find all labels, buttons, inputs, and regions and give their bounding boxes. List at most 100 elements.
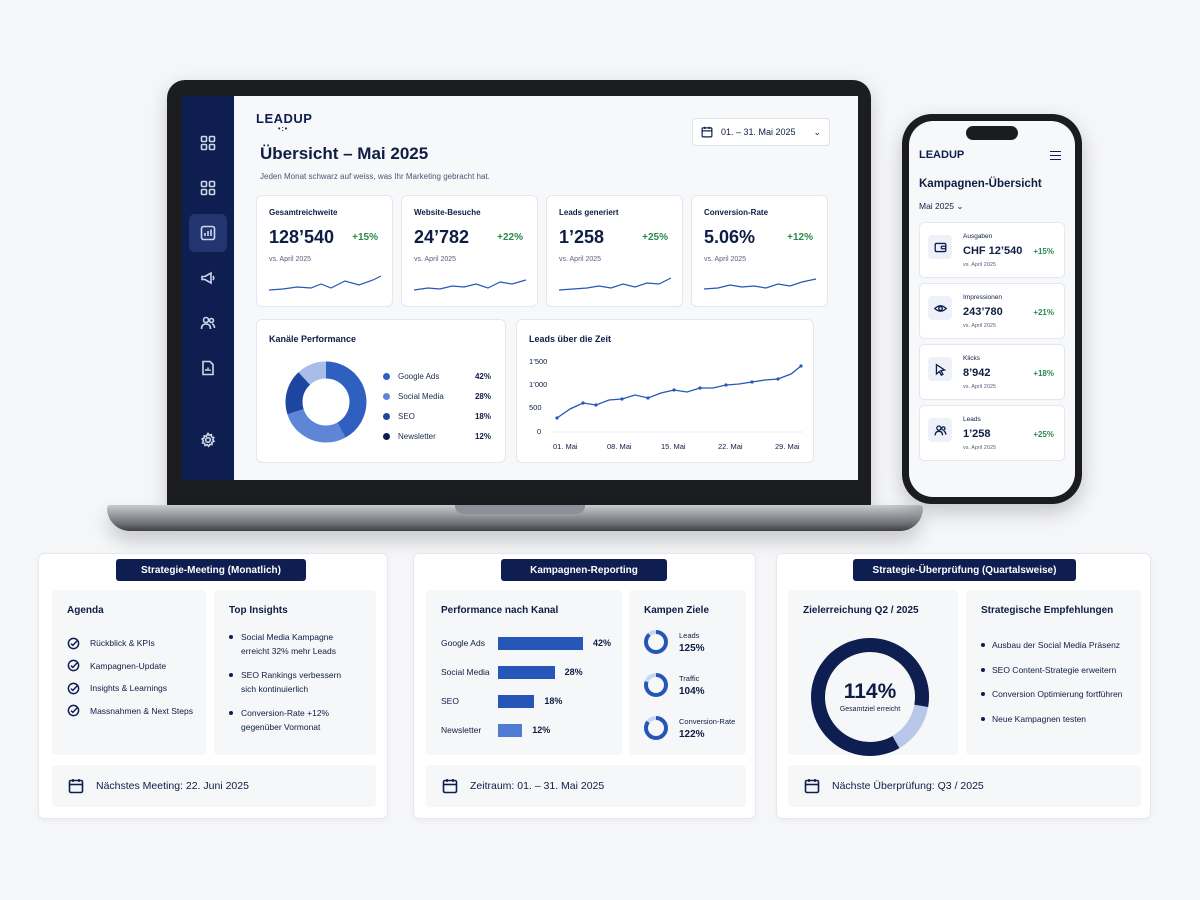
panel-title: Performance nach Kanal — [441, 605, 559, 616]
agenda-panel: Agenda Rückblick & KPIs Kampagnen-Update… — [52, 590, 206, 755]
sidebar-item-apps[interactable] — [189, 169, 227, 207]
legend-value: 18% — [474, 411, 491, 421]
kpi-value: 1’258 — [559, 227, 605, 247]
agenda-item: Insights & Learnings — [67, 677, 193, 700]
achievement-fill — [811, 638, 929, 756]
kpi-card[interactable]: Leads generiert 1’258 +25% vs. April 202… — [546, 195, 683, 307]
donut-slice — [285, 361, 367, 443]
footer-text: Nächstes Meeting: 22. Juni 2025 — [96, 780, 249, 792]
month-selector[interactable]: Mai 2025 ⌄ — [919, 201, 963, 212]
phone-logo: LEADUP — [919, 149, 965, 161]
laptop-main: LEADUP •:• 01. – 31. Mai 2025 ⌄ Übersich… — [234, 96, 858, 480]
performance-row: SEO 18% — [441, 693, 562, 709]
channel-performance-panel: Kanäle Performance Google Ads 42% Social … — [256, 319, 506, 463]
agenda-label: Insights & Learnings — [90, 683, 168, 694]
phone-kpi-compare: vs. April 2025 — [963, 262, 997, 268]
phone-kpi-delta: +25% — [1033, 430, 1054, 439]
goal-label: Leads — [679, 630, 700, 640]
card-badge: Strategie-Meeting (Monatlich) — [116, 559, 306, 581]
campaign-reporting-card: Kampagnen-Reporting Performance nach Kan… — [413, 553, 756, 819]
legend-label: Google Ads — [398, 371, 440, 381]
recommendation-item: SEO Content-Strategie erweitern — [981, 665, 1122, 690]
legend-dot — [383, 432, 390, 440]
grid-icon — [200, 180, 216, 196]
kpi-row: Gesamtreichweite 128’540 +15% vs. April … — [256, 195, 836, 307]
grid-icon — [200, 135, 216, 151]
leads-line — [556, 365, 802, 419]
kpi-value: 5.06% — [704, 227, 756, 247]
hamburger-menu-icon[interactable] — [1050, 151, 1061, 160]
bar-chart-icon — [200, 225, 216, 241]
sidebar-item-reports[interactable] — [189, 349, 227, 387]
y-tick-label: 0 — [537, 427, 541, 436]
x-tick-label: 22. Mai — [718, 442, 743, 451]
phone-kpi-card[interactable]: Klicks 8’942 vs. April 2025 +18% — [919, 344, 1065, 400]
phone-kpi-compare: vs. April 2025 — [963, 384, 997, 390]
phone-screen: LEADUP Kampagnen-Übersicht Mai 2025 ⌄ Au… — [909, 121, 1075, 497]
card-badge: Strategie-Überprüfung (Quartalsweise) — [853, 559, 1076, 581]
users-icon — [928, 418, 952, 442]
legend-item: Google Ads 42% — [383, 366, 491, 386]
kpi-delta: +15% — [352, 232, 378, 243]
goal-item: Traffic 104% — [643, 670, 705, 700]
x-tick-label: 08. Mai — [607, 442, 632, 451]
insight-item: Social Media Kampagne erreicht 32% mehr L… — [229, 630, 369, 658]
insights-list: Social Media Kampagne erreicht 32% mehr L… — [229, 630, 369, 744]
goal-ring-track — [644, 630, 668, 654]
kpi-card[interactable]: Website-Besuche 24’782 +22% vs. April 20… — [401, 195, 538, 307]
phone-kpi-card[interactable]: Ausgaben CHF 12’540 vs. April 2025 +15% — [919, 222, 1065, 278]
next-review-footer: Nächste Überprüfung: Q3 / 2025 — [788, 765, 1141, 807]
leads-line-chart: 1’500 1’000 500 0 01. Mai 08. Mai 15. Ma… — [529, 357, 803, 451]
performance-bar — [498, 723, 523, 737]
panel-title: Strategische Empfehlungen — [981, 605, 1114, 616]
performance-label: Social Media — [441, 667, 490, 677]
date-range-label: 01. – 31. Mai 2025 — [721, 127, 796, 137]
performance-value: 12% — [532, 725, 551, 735]
phone-kpi-card[interactable]: Impressionen 243’780 vs. April 2025 +21% — [919, 283, 1065, 339]
goal-label: Conversion-Rate — [679, 716, 736, 726]
legend-value: 42% — [474, 371, 491, 381]
performance-row: Social Media 28% — [441, 664, 583, 680]
phone-kpi-value: 243’780 — [963, 306, 1003, 318]
gear-icon — [200, 432, 216, 448]
date-range-picker[interactable]: 01. – 31. Mai 2025 ⌄ — [692, 118, 830, 146]
legend-label: Social Media — [398, 391, 444, 401]
legend-dot — [383, 372, 390, 380]
legend-label: Newsletter — [398, 431, 436, 441]
performance-row: Google Ads 42% — [441, 635, 611, 651]
panel-title: Kampen Ziele — [644, 605, 710, 616]
eye-icon — [928, 296, 952, 320]
sparkline — [704, 278, 816, 290]
kpi-card[interactable]: Gesamtreichweite 128’540 +15% vs. April … — [256, 195, 393, 307]
sidebar-item-analytics[interactable] — [189, 214, 227, 252]
check-circle-icon — [67, 637, 80, 650]
kpi-compare: vs. April 2025 — [414, 256, 457, 263]
goal-ring-fill — [644, 630, 668, 654]
sidebar-item-settings[interactable] — [189, 421, 227, 459]
chevron-down-icon: ⌄ — [956, 201, 964, 211]
channel-donut-chart — [285, 361, 367, 443]
kpi-card[interactable]: Conversion-Rate 5.06% +12% vs. April 202… — [691, 195, 828, 307]
donut-slice — [285, 361, 367, 443]
sidebar-item-campaigns[interactable] — [189, 259, 227, 297]
goal-ring-track — [644, 716, 668, 740]
phone-kpi-card[interactable]: Leads 1’258 vs. April 2025 +25% — [919, 405, 1065, 461]
y-tick-label: 500 — [529, 403, 542, 412]
sidebar-item-users[interactable] — [189, 304, 227, 342]
strategy-meeting-card: Strategie-Meeting (Monatlich) Agenda Rüc… — [38, 553, 388, 819]
panel-title: Kanäle Performance — [269, 334, 357, 344]
phone-kpi-value: CHF 12’540 — [963, 245, 1023, 257]
panel-title: Top Insights — [229, 605, 288, 616]
legend-value: 12% — [474, 431, 491, 441]
kpi-delta: +12% — [787, 232, 813, 243]
goal-achievement-caption: Gesamtziel erreicht — [839, 706, 901, 713]
legend-item: Newsletter 12% — [383, 426, 491, 446]
calendar-icon — [804, 779, 820, 794]
goal-value: 104% — [679, 685, 705, 697]
kpi-compare: vs. April 2025 — [269, 256, 312, 263]
insights-panel: Top Insights Social Media Kampagne erreic… — [214, 590, 376, 755]
goal-value: 125% — [679, 642, 705, 654]
kpi-value: 128’540 — [269, 227, 335, 247]
laptop-chart-row: Kanäle Performance Google Ads 42% Social … — [256, 319, 836, 463]
sidebar-item-dashboard[interactable] — [189, 124, 227, 162]
